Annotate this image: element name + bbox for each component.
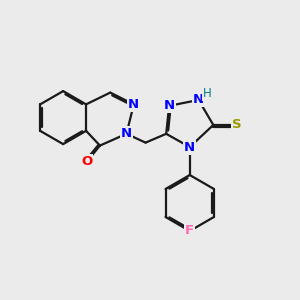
Text: O: O xyxy=(81,155,92,168)
Text: N: N xyxy=(121,127,132,140)
Text: N: N xyxy=(164,99,175,112)
Text: N: N xyxy=(128,98,140,111)
Text: H: H xyxy=(202,87,211,100)
Text: N: N xyxy=(193,93,204,106)
Text: S: S xyxy=(232,118,242,131)
Text: N: N xyxy=(184,141,195,154)
Text: F: F xyxy=(185,224,194,238)
